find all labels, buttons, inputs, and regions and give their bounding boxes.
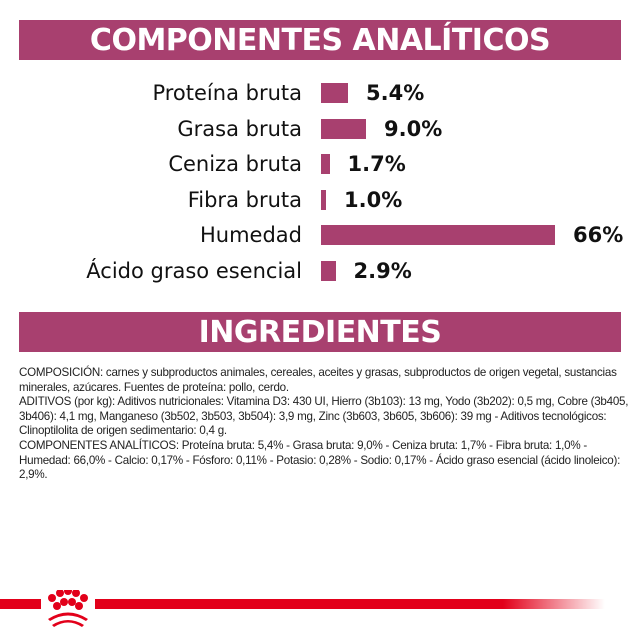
composition-paragraph: COMPOSICIÓN: carnes y subproductos anima… — [19, 366, 617, 394]
analytical-paragraph: COMPONENTES ANALÍTICOS: Proteína bruta: … — [19, 438, 621, 482]
category-label: Grasa bruta — [177, 116, 302, 141]
category-label: Fibra bruta — [187, 187, 302, 212]
ingredients-text: COMPOSICIÓN: carnes y subproductos anima… — [19, 366, 629, 483]
value-label: 9.0% — [384, 116, 443, 141]
bar — [321, 83, 348, 103]
value-label: 1.0% — [344, 187, 403, 212]
bar — [321, 154, 330, 174]
analytical-components-header: COMPONENTES ANALÍTICOS — [19, 20, 621, 60]
footer-line-right — [95, 599, 605, 609]
bar — [321, 118, 366, 139]
bar — [321, 189, 326, 210]
value-label: 5.4% — [366, 81, 425, 105]
footer-line-left — [0, 599, 41, 609]
analytical-components-chart: Proteína bruta 5.4% Grasa bruta 9.0% Ceniza … — [0, 70, 640, 290]
value-label: 2.9% — [353, 258, 412, 283]
category-label: Ácido graso esencial — [86, 258, 302, 283]
category-label: Humedad — [199, 223, 302, 247]
bar — [321, 260, 336, 281]
royal-canin-footer — [0, 590, 605, 627]
value-label: 66% — [573, 223, 624, 247]
ingredients-header: INGREDIENTES — [19, 312, 621, 352]
category-label: Ceniza bruta — [168, 152, 302, 176]
category-label: Proteína bruta — [152, 81, 302, 105]
crown-logo-icon — [48, 590, 88, 627]
bar — [321, 225, 555, 245]
value-label: 1.7% — [347, 152, 406, 176]
additives-paragraph: ADITIVOS (por kg): Aditivos nutricionale… — [19, 395, 629, 438]
